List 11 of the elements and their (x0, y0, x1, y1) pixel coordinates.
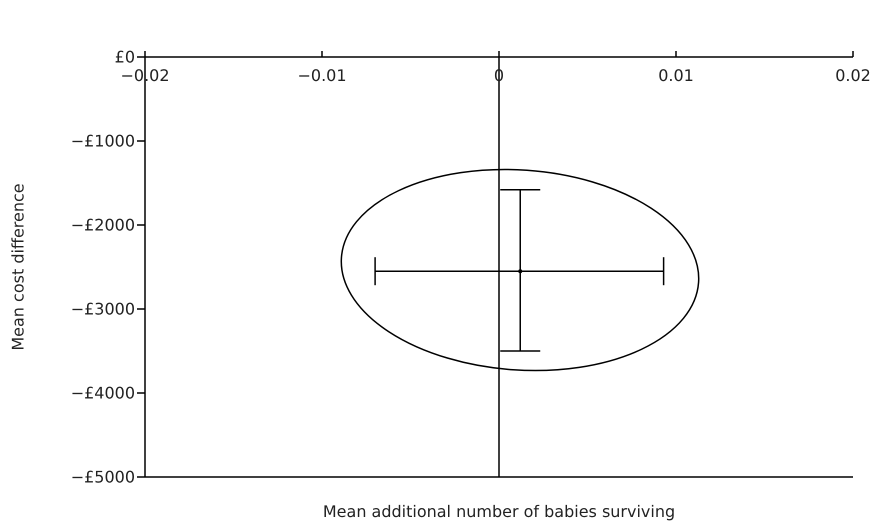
x-tick-label: 0.02 (835, 66, 871, 85)
x-tick-label: −0.01 (297, 66, 347, 85)
y-tick-label: −£1000 (70, 132, 135, 151)
y-tick-label: −£2000 (70, 216, 135, 235)
x-tick-label: 0.01 (658, 66, 694, 85)
y-tick-label: −£4000 (70, 384, 135, 403)
y-axis-title: Mean cost difference (8, 183, 28, 351)
y-tick-label: −£3000 (70, 300, 135, 319)
x-axis-title: Mean additional number of babies surviving (322, 502, 676, 521)
y-tick-label: £0 (114, 48, 135, 67)
y-tick-label: −£5000 (70, 468, 135, 487)
